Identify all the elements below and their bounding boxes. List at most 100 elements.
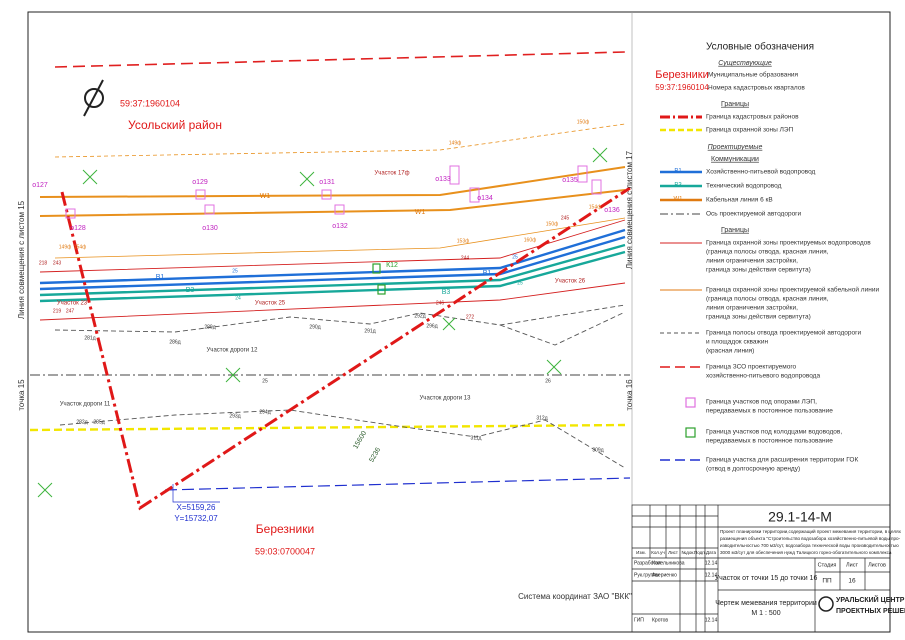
frame: [27, 11, 891, 633]
legend-heading: Проектируемые: [708, 144, 763, 151]
well-plots: [372, 263, 386, 295]
legend-symbol: [685, 427, 696, 438]
lease-border: [164, 477, 631, 491]
map-label: W1: [260, 193, 271, 200]
map-label: о130: [202, 225, 218, 232]
crosses: [37, 147, 608, 498]
map-label: В3: [442, 289, 451, 296]
map-label: 290д: [309, 324, 320, 330]
map-label: В1: [156, 274, 165, 281]
map-label: о132: [332, 223, 348, 230]
map-label: 285д: [93, 419, 104, 425]
table-header: Дата: [706, 550, 716, 555]
legend-symbol: 59:37:1960104: [655, 83, 709, 92]
map-label: 296д: [426, 323, 437, 329]
map-label: 272: [466, 314, 475, 320]
legend-text: Кабельная линия 6 кВ: [706, 196, 773, 204]
map-label: 282д: [76, 419, 87, 425]
map-label: X=5159,26: [177, 503, 216, 512]
person: Кротов: [652, 617, 668, 623]
map-label: 25: [517, 280, 523, 286]
legend-text: Граница охранной зоны ЛЭП: [706, 126, 794, 134]
legend-code: В3: [674, 183, 682, 189]
legend-text: Граница участков под колодцами водоводов…: [706, 429, 842, 436]
drawing-scale: М 1 : 500: [751, 610, 780, 617]
pole-plot: [195, 189, 206, 200]
legend-heading: Границы: [721, 227, 749, 234]
map-label: 160ф: [524, 237, 536, 243]
map-label: о135: [562, 177, 578, 184]
drawing-code: 29.1-14-М: [768, 509, 832, 525]
map-label: Участок 23: [57, 301, 88, 307]
stage-header: Лист: [846, 562, 858, 568]
legend-text: Номера кадастровых кварталов: [708, 85, 805, 92]
legend-text: Хозяйственно-питьевой водопровод: [706, 168, 816, 176]
legend-text: Граница охранной зоны проектируемых водо…: [706, 239, 871, 247]
map-label: 59:37:1960104: [120, 98, 180, 108]
legend-heading: Коммуникации: [711, 156, 759, 163]
map-label: Березники: [256, 522, 314, 536]
map-label: 25: [232, 268, 238, 274]
legend-text: хозяйственно-питьевого водопровода: [706, 372, 820, 380]
map-label: 291д: [364, 328, 375, 334]
map-label: 24: [235, 295, 241, 301]
legend-symbols: [660, 115, 702, 461]
map-label: В1: [483, 270, 492, 277]
map-label: о134: [477, 195, 493, 202]
map-label: 59:03:0700047: [255, 546, 315, 556]
legend-text: Граница полосы отвода проектируемой авто…: [706, 329, 862, 337]
pole-plot: [204, 204, 215, 215]
legend-heading: Существующие: [718, 60, 772, 67]
map-label: Участок 26: [555, 279, 586, 285]
map-label: 292д: [414, 313, 425, 319]
map-label: 149ф: [449, 140, 461, 146]
company-logo: [818, 596, 834, 612]
map-label: Линия совмещения с листом 17: [625, 150, 634, 269]
table-header: Подп.: [694, 550, 706, 555]
map-label: 293д: [229, 413, 240, 419]
map-label: о128: [70, 225, 86, 232]
legend-text: передаваемых в постоянное пользование: [706, 438, 833, 445]
map-label: о127: [32, 182, 48, 189]
map-label: 154ф: [74, 244, 86, 250]
map-label: Участок дороги 11: [60, 402, 111, 408]
map-label: 154ф: [589, 204, 601, 210]
map-label: 25: [512, 254, 518, 260]
map-label: W1: [415, 209, 426, 216]
legend-code: W1: [674, 197, 684, 203]
company-name: ПРОЕКТНЫХ РЕШЕНИЙ: [836, 606, 905, 615]
sheet-title: Участок от точки 15 до точки 16: [715, 575, 818, 582]
north-circle: [84, 88, 104, 108]
cross: [442, 317, 456, 331]
legend-symbol: [685, 397, 696, 408]
map-label: 281д: [84, 335, 95, 341]
map-label: 294д: [259, 409, 270, 415]
legend-text: Муниципальные образования: [708, 71, 799, 79]
legend-text: граница зоны действия сервитута): [706, 313, 811, 321]
map-lines: [29, 51, 631, 511]
legend-text: Граница кадастровых районов: [706, 113, 799, 121]
legend-text: Граница охранной зоны проектируемой кабе…: [706, 286, 879, 294]
map-label: 309д: [592, 447, 603, 453]
role: Разработал: [634, 560, 661, 566]
legend-text: Ось проектируемой автодороги: [706, 210, 802, 218]
role: Рук.группы: [634, 572, 660, 578]
pole-plot: [591, 179, 602, 195]
map-label: 150ф: [546, 221, 558, 227]
cross: [82, 169, 98, 185]
map-label: Участок 17ф: [374, 171, 409, 177]
map-label: 26: [545, 378, 551, 384]
north-arrow: [83, 79, 104, 117]
cross: [299, 171, 315, 187]
stage-header: Листов: [868, 562, 886, 568]
pole-plot: [321, 189, 332, 200]
pole-plot: [65, 208, 76, 219]
map-label: К12: [386, 262, 398, 269]
legend-text: линия ограничения застройки,: [706, 304, 798, 312]
north-needle: [83, 79, 104, 117]
coordinate-leader: [172, 484, 220, 503]
title-block-grid: [631, 504, 891, 633]
map-label: 286д: [169, 339, 180, 345]
